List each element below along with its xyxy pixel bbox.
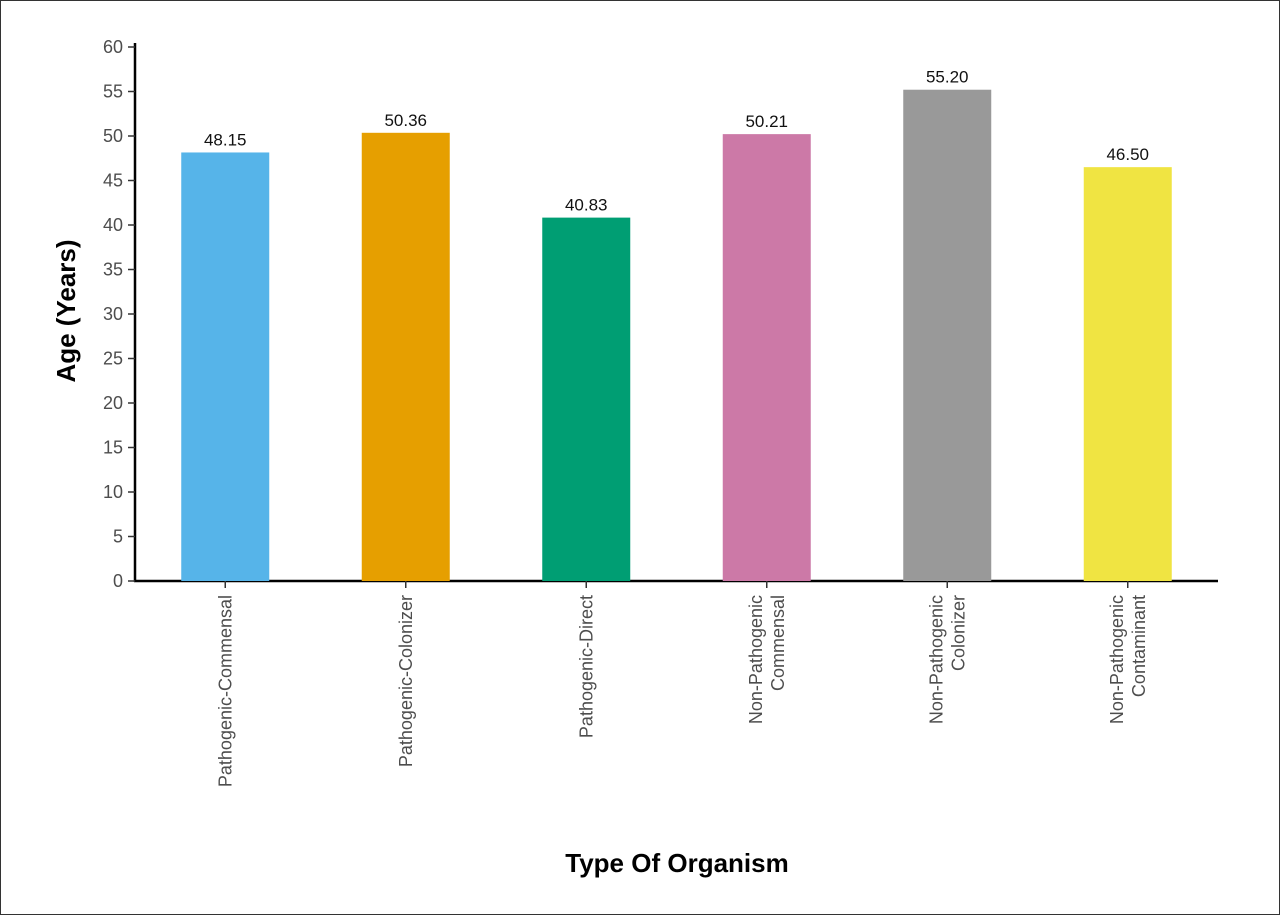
- x-tick-label: Commensal: [768, 595, 788, 691]
- y-tick-label: 60: [103, 37, 123, 57]
- y-tick-label: 55: [103, 82, 123, 102]
- bar: [542, 217, 631, 581]
- data-label: 46.50: [1106, 145, 1149, 164]
- data-label: 50.21: [745, 112, 788, 131]
- y-tick-label: 10: [103, 482, 123, 502]
- labels: 48.15 Pathogenic-Commensal 50.36 Pathogenic…: [204, 68, 1149, 787]
- x-tick-label: Pathogenic-Colonizer: [396, 595, 416, 767]
- y-axis-title: Age (Years): [51, 239, 81, 382]
- y-tick-label: 25: [103, 349, 123, 369]
- x-tick-label: Colonizer: [948, 595, 968, 671]
- x-tick-label: Pathogenic-Direct: [576, 595, 596, 738]
- x-tick-label: Non-Pathogenic: [746, 595, 766, 724]
- x-tick-label: Pathogenic-Commensal: [215, 595, 235, 787]
- bar: [722, 134, 811, 582]
- y-tick-label: 45: [103, 171, 123, 191]
- axes: 0 5 10 15 20 25 30 35 40 45 50 55 60: [103, 37, 1218, 591]
- x-axis-title: Type Of Organism: [565, 848, 788, 878]
- y-tick-label: 30: [103, 304, 123, 324]
- data-label: 55.20: [926, 68, 969, 87]
- y-tick-label: 50: [103, 126, 123, 146]
- bar: [903, 89, 992, 581]
- bars: [181, 89, 1172, 582]
- y-tick-label: 15: [103, 438, 123, 458]
- y-tick-label: 20: [103, 393, 123, 413]
- y-tick-label: 0: [113, 571, 123, 591]
- data-label: 40.83: [565, 196, 608, 215]
- data-label: 50.36: [384, 111, 427, 130]
- y-tick-label: 35: [103, 260, 123, 280]
- bar: [1083, 167, 1172, 581]
- bar: [361, 132, 450, 581]
- y-tick-label: 40: [103, 215, 123, 235]
- bar: [181, 152, 270, 581]
- data-label: 48.15: [204, 130, 247, 149]
- x-tick-label: Non-Pathogenic: [926, 595, 946, 724]
- x-tick-label: Contaminant: [1129, 595, 1149, 697]
- y-tick-label: 5: [113, 527, 123, 547]
- x-tick-label: Non-Pathogenic: [1107, 595, 1127, 724]
